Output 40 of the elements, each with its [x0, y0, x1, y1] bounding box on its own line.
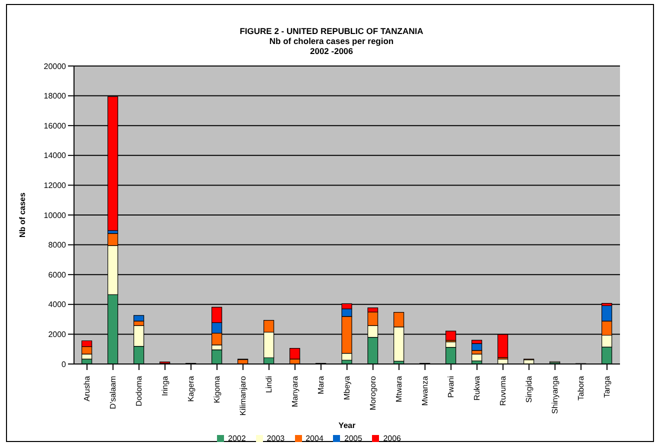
- x-tick-label: Mwanza: [420, 375, 430, 406]
- x-tick-label: Mbeya: [342, 375, 352, 400]
- y-tick-label: 14000: [44, 151, 67, 160]
- legend-label: 2005: [344, 434, 362, 443]
- x-tick-label: Mara: [316, 375, 326, 394]
- x-tick-label: Tanga: [602, 375, 612, 398]
- y-tick-label: 12000: [44, 181, 67, 190]
- chart-title: FIGURE 2 - UNITED REPUBLIC OF TANZANIA Nb of cholera cases per region 2002 -2006: [238, 26, 424, 56]
- y-tick-label: 2000: [48, 330, 67, 340]
- legend-label: 2004: [306, 434, 324, 443]
- y-tick-label: 0: [62, 360, 67, 369]
- x-tick-label: Kagera: [186, 375, 196, 402]
- x-tick-label: Ruvuma: [498, 375, 508, 406]
- y-tick-label: 20000: [44, 62, 67, 71]
- x-tick-label: Singida: [524, 375, 534, 403]
- x-tick-label: Kigoma: [212, 375, 222, 404]
- legend-label: 2003: [266, 434, 285, 443]
- x-axis-title: Year: [338, 421, 356, 430]
- y-tick-label: 8000: [48, 240, 67, 250]
- x-tick-label: Dodoma: [134, 375, 144, 406]
- legend-label: 2002: [228, 434, 246, 443]
- x-tick-label: Pwani: [446, 376, 456, 398]
- y-tick-label: 16000: [44, 121, 67, 130]
- y-tick-label: 6000: [48, 270, 67, 280]
- y-tick-label: 4000: [48, 300, 67, 310]
- x-tick-label: Shinyanga: [550, 375, 560, 414]
- y-tick-label: 18000: [44, 92, 67, 101]
- x-tick-label: Rukwa: [472, 375, 482, 400]
- y-tick-label: 10000: [44, 210, 67, 220]
- x-tick-label: Tabora: [576, 375, 586, 400]
- x-tick-label: Manyara: [290, 375, 300, 408]
- legend-label: 2006: [383, 434, 401, 443]
- x-tick-label: Iringa: [160, 375, 170, 396]
- x-tick-label: Lindi: [264, 376, 274, 393]
- x-tick-label: Morogoro: [368, 375, 378, 410]
- x-tick-label: D'salaam: [108, 376, 118, 410]
- x-tick-label: Arusha: [82, 375, 92, 402]
- x-tick-label: Mtwara: [394, 375, 404, 402]
- x-tick-label: Kilimanjaro: [238, 375, 248, 416]
- y-axis-title: Nb of cases: [18, 192, 27, 238]
